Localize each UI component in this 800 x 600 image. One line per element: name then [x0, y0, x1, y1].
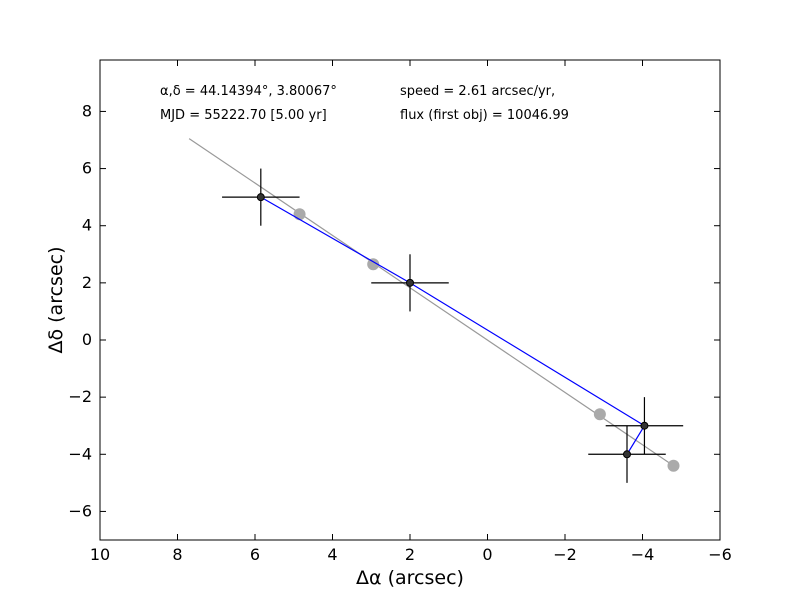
y-tick-label: −2 — [68, 387, 92, 406]
y-axis-label: Δδ (arcsec) — [45, 246, 67, 353]
fit-line — [188, 138, 674, 467]
x-tick-label: 4 — [327, 545, 337, 564]
plot-frame — [99, 59, 721, 541]
x-axis-label: Δα (arcsec) — [356, 567, 464, 589]
annotation-flux: flux (first obj) = 10046.99 — [400, 108, 569, 123]
measured-point — [406, 278, 414, 287]
x-axis-ticks: 10 8 6 4 2 0 −2 −4 −6 — [90, 60, 732, 564]
y-tick-label: 0 — [82, 330, 92, 349]
model-point — [593, 408, 606, 421]
model-point — [367, 258, 380, 271]
annotation-mjd: MJD = 55222.70 [5.00 yr] — [160, 108, 327, 123]
x-tick-label: 10 — [90, 545, 110, 564]
annotation-coords: α,δ = 44.14394°, 3.80067° — [160, 84, 337, 99]
x-tick-label: −6 — [708, 545, 732, 564]
x-tick-label: 6 — [250, 545, 260, 564]
x-tick-label: 0 — [482, 545, 492, 564]
measured-point — [623, 450, 631, 459]
model-point — [293, 208, 306, 221]
y-tick-label: 6 — [82, 159, 92, 178]
model-point — [667, 459, 680, 472]
x-tick-label: 2 — [405, 545, 415, 564]
annotation-speed: speed = 2.61 arcsec/yr, — [400, 84, 555, 99]
x-tick-label: −2 — [553, 545, 577, 564]
y-tick-label: −4 — [68, 444, 92, 463]
y-tick-label: 8 — [82, 101, 92, 120]
plot-area — [188, 138, 684, 483]
y-tick-label: 2 — [82, 273, 92, 292]
x-tick-label: 8 — [172, 545, 182, 564]
y-tick-label: −6 — [68, 501, 92, 520]
measured-point — [640, 421, 649, 430]
measured-line — [260, 196, 646, 455]
y-axis-ticks: −6 −4 −2 0 2 4 6 8 — [68, 101, 720, 520]
measured-point — [256, 193, 265, 202]
x-tick-label: −4 — [631, 545, 655, 564]
y-tick-label: 4 — [82, 216, 92, 235]
